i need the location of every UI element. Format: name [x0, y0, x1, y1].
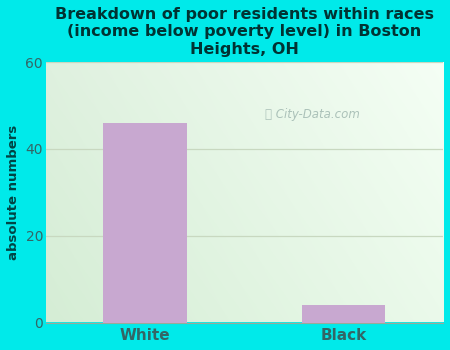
Y-axis label: absolute numbers: absolute numbers — [7, 125, 20, 260]
Bar — [104, 123, 187, 322]
Title: Breakdown of poor residents within races
(income below poverty level) in Boston
: Breakdown of poor residents within races… — [55, 7, 434, 57]
Text: ⓘ City-Data.com: ⓘ City-Data.com — [265, 108, 360, 121]
Bar — [302, 305, 386, 322]
